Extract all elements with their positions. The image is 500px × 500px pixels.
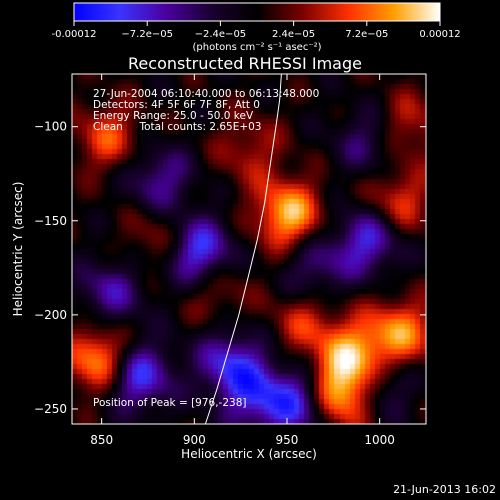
colorbar-tick-label: −2.4e−05	[195, 29, 247, 40]
annotation-clean-counts: Clean Total counts: 2.65E+03	[93, 121, 262, 133]
colorbar	[73, 2, 441, 22]
colorbar-unit-label: (photons cm⁻² s⁻¹ asec⁻²)	[192, 42, 321, 53]
solar-limb-curve	[204, 74, 282, 424]
x-tick-label: 950	[276, 433, 299, 447]
chart-title: Reconstructed RHESSI Image	[128, 54, 362, 73]
y-axis: −100 −150 −200 −250	[34, 120, 426, 416]
x-tick-label: 850	[90, 433, 113, 447]
annotation-time-range: 27-Jun-2004 06:10:40.000 to 06:13:48.000	[93, 88, 319, 100]
colorbar-tick-label: 7.2e−05	[345, 29, 388, 40]
annotation-detectors: Detectors: 4F 5F 6F 7F 8F, Att 0	[93, 99, 260, 111]
y-tick-label: −200	[34, 308, 67, 322]
y-tick-label: −250	[34, 402, 67, 416]
x-tick-label: 1000	[364, 433, 395, 447]
y-tick-label: −150	[34, 214, 67, 228]
annotation-energy-range: Energy Range: 25.0 - 50.0 keV	[93, 110, 254, 122]
x-axis: 850 900 950 1000	[90, 74, 395, 447]
plot-frame	[71, 73, 427, 425]
annotation-block: 27-Jun-2004 06:10:40.000 to 06:13:48.000…	[93, 88, 319, 133]
x-tick-label: 900	[183, 433, 206, 447]
y-tick-label: −100	[34, 120, 67, 134]
y-axis-label: Heliocentric Y (arcsec)	[11, 182, 25, 317]
heatmap-image	[72, 74, 426, 424]
colorbar-tick-label: -0.00012	[52, 29, 97, 40]
date-stamp: 21-Jun-2013 16:02	[393, 483, 496, 496]
peak-position-label: Position of Peak = [976,-238]	[93, 397, 247, 409]
x-axis-label: Heliocentric X (arcsec)	[181, 447, 317, 461]
colorbar-tick-label: −7.2e−05	[121, 29, 173, 40]
colorbar-tick-label: 0.00012	[419, 29, 460, 40]
colorbar-ticks: -0.00012 −7.2e−05 −2.4e−05 2.4e−05 7.2e−05 0.…	[52, 21, 461, 40]
colorbar-tick-label: 2.4e−05	[272, 29, 315, 40]
